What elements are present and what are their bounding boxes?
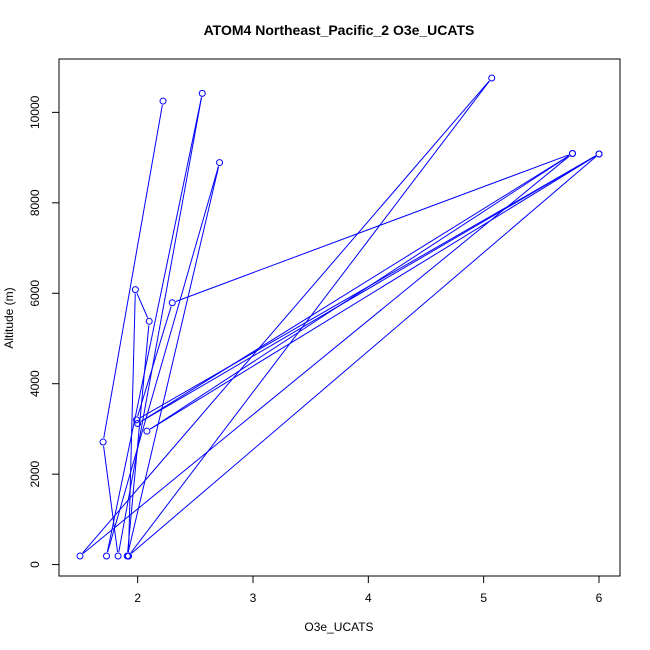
x-tick-label: 5 (480, 591, 487, 605)
series-segment (136, 293, 149, 318)
data-point (168, 299, 176, 307)
series-segment (118, 97, 203, 553)
plot-frame (58, 58, 621, 577)
data-point (143, 427, 151, 435)
series-segment (150, 155, 596, 430)
x-axis-title: O3e_UCATS (304, 620, 373, 634)
points-layer (76, 74, 603, 560)
series-segment (139, 155, 596, 419)
y-tick-label: 10000 (28, 95, 42, 129)
series-segment (140, 155, 570, 422)
chart-title: ATOM4 Northeast_Pacific_2 O3e_UCATS (204, 22, 475, 38)
series-segment (107, 166, 219, 553)
data-point (488, 74, 496, 82)
data-point (103, 552, 111, 560)
data-point (145, 317, 153, 325)
x-tick-label: 2 (134, 591, 141, 605)
data-point (568, 150, 576, 158)
data-point (198, 89, 206, 97)
data-point (131, 286, 139, 294)
y-tick-label: 0 (28, 561, 42, 568)
series-segment (131, 156, 597, 554)
series-segment (127, 166, 220, 553)
data-point (216, 159, 224, 167)
y-tick-label: 6000 (28, 280, 42, 307)
data-point (134, 419, 142, 427)
data-point (159, 97, 167, 105)
x-tick-label: 6 (596, 591, 603, 605)
x-axis: 2 3 4 5 6 (134, 575, 603, 605)
x-tick-label: 4 (365, 591, 372, 605)
y-axis: 0 2000 4000 6000 8000 10000 (28, 95, 60, 568)
series-segment (103, 104, 163, 439)
data-point (595, 150, 603, 158)
data-point (133, 416, 141, 424)
y-tick-label: 4000 (28, 370, 42, 397)
series-segment (82, 80, 490, 554)
data-point (124, 552, 132, 560)
series-segment (103, 445, 119, 553)
series-segment (175, 154, 569, 302)
series-segment (106, 97, 202, 553)
series-segment (149, 155, 570, 430)
data-point (114, 552, 122, 560)
y-tick-label: 8000 (28, 189, 42, 216)
x-tick-label: 3 (250, 591, 257, 605)
series-layer (82, 80, 597, 554)
series-segment (137, 306, 172, 417)
series-segment (128, 293, 136, 553)
series-segment (140, 155, 596, 422)
y-tick-label: 2000 (28, 460, 42, 487)
y-axis-title: Altitude (m) (2, 287, 16, 348)
data-point (76, 552, 84, 560)
data-point (99, 438, 107, 446)
